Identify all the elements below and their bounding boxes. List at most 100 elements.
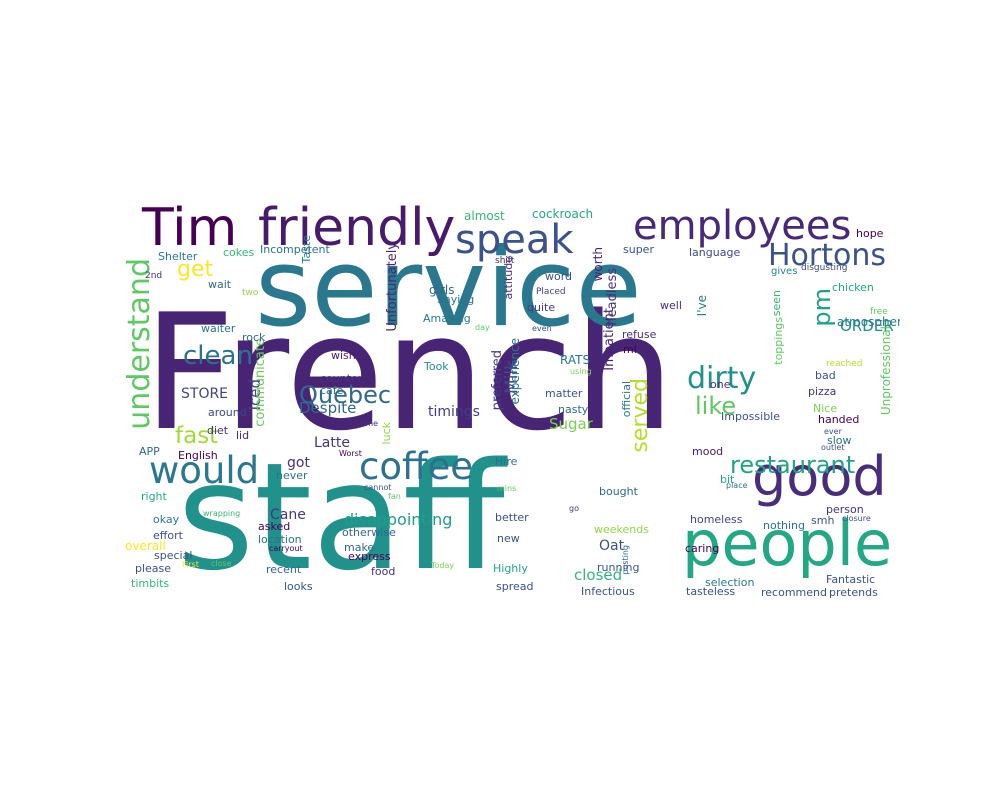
word-employees: employees (633, 203, 852, 249)
word-unfortunately: Unfortunately (385, 242, 400, 332)
word-well: well (660, 299, 682, 312)
word-handed: handed (818, 413, 860, 426)
word-one: one (710, 378, 731, 391)
word-asked: asked (258, 520, 291, 533)
word-nice: Nice (813, 402, 838, 415)
word-friendly: friendly (258, 200, 456, 258)
word-seen: seen (770, 290, 783, 317)
word-homeless: homeless (690, 513, 743, 526)
word-location: location (258, 533, 302, 546)
word-worst: Worst (339, 449, 362, 458)
word-around: around (208, 406, 247, 419)
word-saying: Saying (437, 293, 475, 306)
word-rock: rock (242, 331, 266, 344)
word-mins: mins (497, 484, 517, 493)
word-ever: ever (824, 427, 842, 436)
word-pretends: pretends (829, 586, 878, 599)
word-closure: closure (842, 514, 871, 523)
word-french: French (143, 279, 675, 466)
word-waiter: waiter (201, 322, 236, 335)
word-selection: selection (705, 576, 755, 589)
word-lid: lid (236, 429, 250, 442)
word-recent: recent (266, 563, 302, 576)
word-counter: counter (320, 372, 363, 385)
word-placed: Placed (536, 287, 566, 297)
word-shelter: Shelter (158, 250, 198, 263)
word-quite: quite (527, 301, 556, 314)
word-today: Today (431, 561, 455, 570)
word-order: ORDER (840, 317, 894, 335)
word-please: please (135, 562, 172, 575)
word-okay: okay (153, 513, 180, 526)
word-worth: worth (591, 247, 605, 282)
word-wait: wait (208, 278, 232, 291)
word-bad: bad (815, 369, 836, 382)
word-unprofessional: Unprofessional (879, 326, 893, 416)
word-chicken: chicken (832, 281, 874, 294)
word-effort: effort (153, 529, 183, 542)
word-recommend: recommend (761, 586, 827, 599)
word-cafe: cafe (320, 384, 344, 397)
word-time: time (360, 419, 379, 428)
word-day: day (475, 323, 490, 332)
word-luck: luck (380, 422, 393, 445)
word-taste: Taste (300, 235, 313, 264)
word-2nd: 2nd (145, 271, 163, 281)
word-tim: Tim (142, 200, 238, 258)
word-nasty: nasty (558, 403, 589, 416)
word-latte: Latte (314, 435, 350, 451)
word-otherwise: otherwise (342, 526, 396, 539)
word-bought: bought (599, 485, 638, 498)
word-special: special (154, 549, 193, 562)
word-cane: Cane (270, 507, 306, 523)
word-running: running (597, 561, 640, 574)
word-first: First (182, 560, 199, 569)
word-closed: closed (574, 566, 623, 584)
word-dirty: dirty (687, 361, 757, 396)
word-matter: matter (545, 387, 583, 400)
word-carryout: carryout (269, 544, 303, 553)
word-speak: speak (455, 217, 574, 263)
word-would: would (149, 449, 260, 492)
word-pizza: pizza (808, 385, 837, 398)
word-place: place (726, 481, 748, 490)
word-disappointing: disappointing (344, 510, 453, 529)
word-free: free (870, 307, 888, 317)
word-served: served (628, 378, 653, 453)
word-pm: pm (808, 288, 836, 327)
word-nothing: nothing (763, 519, 805, 532)
word-outlet: outlet (821, 443, 845, 452)
word-i-ve: I've (695, 295, 709, 317)
word-close: close (211, 559, 232, 568)
word-tasteless: tasteless (686, 585, 736, 598)
word-caring: caring (685, 542, 720, 555)
word-spread: spread (496, 580, 534, 593)
word-app: APP (139, 445, 160, 458)
word-mood: mood (692, 445, 724, 458)
word-overall: overall (125, 539, 166, 553)
word-cockroach: cockroach (532, 207, 594, 221)
word-english: English (178, 449, 218, 462)
word-atmosphere: atmosphere (837, 315, 900, 329)
word-bit: bit (720, 473, 735, 486)
word-cokes: cokes (223, 246, 255, 259)
word-reached: reached (826, 359, 863, 369)
word-people: people (682, 507, 893, 580)
word-weekends: weekends (594, 523, 649, 536)
word-get: get (177, 257, 214, 282)
word-experience: experience (508, 338, 522, 405)
word-quebec: Quebec (299, 381, 392, 409)
word-despite: Despite (299, 399, 357, 417)
word-service: service (255, 226, 642, 351)
word-highly: Highly (493, 562, 528, 575)
word-go: go (569, 504, 579, 513)
word-looks: looks (284, 580, 313, 593)
word-sugar: Sugar (549, 415, 593, 433)
word-slow: slow (827, 434, 852, 447)
word-timbits: timbits (131, 577, 170, 590)
word-impossible: Impossible (721, 410, 780, 423)
word-food: food (371, 565, 396, 578)
word-like: like (695, 392, 737, 420)
word-even: even (532, 324, 552, 333)
word-hope: hope (856, 227, 884, 240)
